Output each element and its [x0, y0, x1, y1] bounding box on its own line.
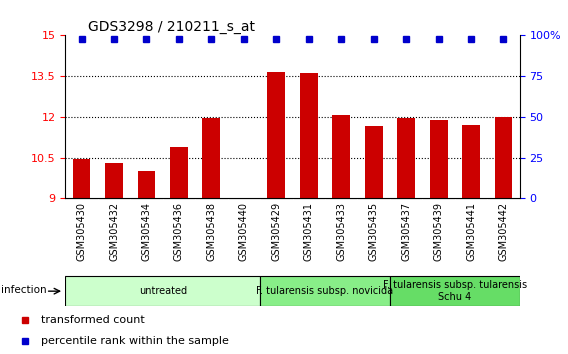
Bar — [137, 171, 156, 198]
Bar — [268, 72, 285, 198]
Bar — [332, 115, 350, 198]
Bar — [390, 276, 520, 306]
Text: GSM305429: GSM305429 — [272, 202, 281, 261]
Text: GSM305434: GSM305434 — [141, 202, 152, 261]
Text: GSM305432: GSM305432 — [109, 202, 119, 261]
Bar — [105, 163, 123, 198]
Text: GSM305441: GSM305441 — [466, 202, 476, 261]
Bar — [397, 118, 415, 198]
Bar — [300, 73, 318, 198]
Text: GDS3298 / 210211_s_at: GDS3298 / 210211_s_at — [88, 21, 255, 34]
Text: GSM305436: GSM305436 — [174, 202, 184, 261]
Text: GSM305440: GSM305440 — [239, 202, 249, 261]
Bar — [73, 159, 90, 198]
Bar — [462, 125, 480, 198]
Bar — [202, 118, 220, 198]
Bar — [65, 276, 260, 306]
Text: GSM305433: GSM305433 — [336, 202, 346, 261]
Text: GSM305442: GSM305442 — [499, 202, 508, 261]
Bar — [429, 120, 448, 198]
Text: GSM305437: GSM305437 — [401, 202, 411, 261]
Text: GSM305430: GSM305430 — [77, 202, 86, 261]
Text: GSM305431: GSM305431 — [304, 202, 314, 261]
Text: GSM305435: GSM305435 — [369, 202, 379, 261]
Text: percentile rank within the sample: percentile rank within the sample — [41, 336, 229, 346]
Text: infection: infection — [1, 285, 47, 295]
Text: transformed count: transformed count — [41, 315, 145, 325]
Text: F. tularensis subsp. tularensis
Schu 4: F. tularensis subsp. tularensis Schu 4 — [383, 280, 527, 302]
Bar — [260, 276, 390, 306]
Text: untreated: untreated — [139, 286, 187, 296]
Text: GSM305439: GSM305439 — [433, 202, 444, 261]
Text: GSM305438: GSM305438 — [206, 202, 216, 261]
Text: F. tularensis subsp. novicida: F. tularensis subsp. novicida — [256, 286, 394, 296]
Bar — [495, 117, 512, 198]
Bar — [170, 147, 188, 198]
Bar — [365, 126, 383, 198]
